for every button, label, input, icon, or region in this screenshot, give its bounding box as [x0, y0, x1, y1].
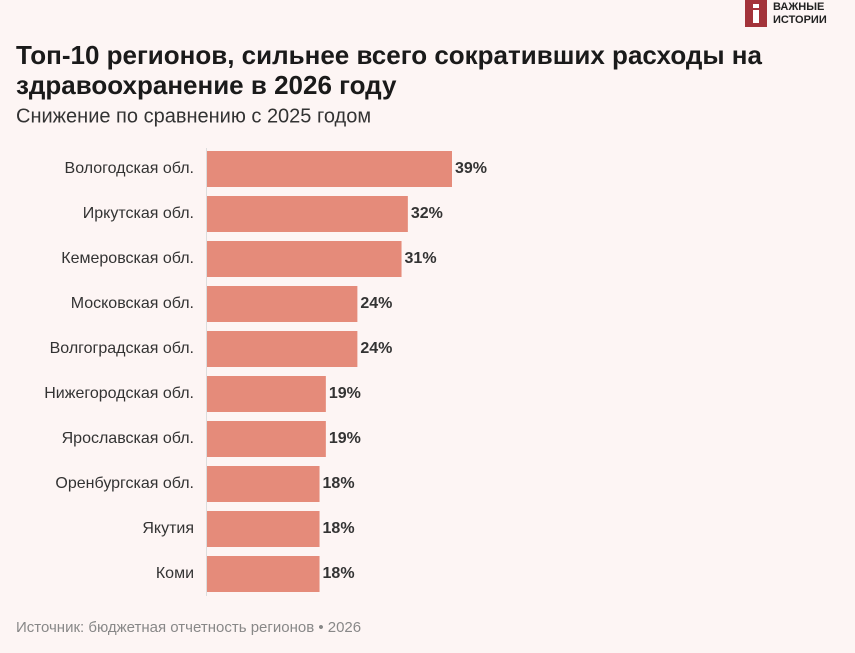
bar	[207, 196, 408, 232]
bar	[207, 466, 320, 502]
logo-dot	[753, 4, 759, 8]
value-label: 24%	[360, 295, 392, 312]
value-label: 18%	[323, 565, 355, 582]
category-label: Нижегородская обл.	[44, 385, 194, 402]
value-label: 39%	[455, 160, 487, 177]
value-label: 18%	[323, 520, 355, 537]
logo-text: ИСТОРИИ	[773, 14, 827, 26]
bar	[207, 421, 326, 457]
source: Источник: бюджетная отчетность регионов …	[16, 619, 361, 636]
value-label: 32%	[411, 205, 443, 222]
bar	[207, 511, 320, 547]
value-label: 31%	[405, 250, 437, 267]
value-label: 19%	[329, 385, 361, 402]
category-label: Коми	[156, 565, 194, 582]
logo-stem	[753, 10, 759, 23]
category-label: Волгоградская обл.	[50, 340, 194, 357]
category-label: Ярославская обл.	[62, 430, 194, 447]
bar	[207, 556, 320, 592]
category-label: Вологодская обл.	[65, 160, 194, 177]
value-label: 24%	[360, 340, 392, 357]
bar	[207, 151, 452, 187]
bar	[207, 331, 358, 367]
category-label: Якутия	[142, 520, 194, 537]
category-label: Иркутская обл.	[83, 205, 194, 222]
chart-subtitle: Снижение по сравнению с 2025 годом	[16, 105, 371, 127]
chart-title: Топ-10 регионов, сильнее всего сокративш…	[16, 40, 763, 100]
category-label: Оренбургская обл.	[55, 475, 194, 492]
value-label: 19%	[329, 430, 361, 447]
category-label: Кемеровская обл.	[61, 250, 194, 267]
bar	[207, 376, 326, 412]
category-label: Московская обл.	[71, 295, 194, 312]
value-label: 18%	[323, 475, 355, 492]
logo-text: ВАЖНЫЕ	[773, 1, 824, 13]
bar	[207, 241, 402, 277]
bar	[207, 286, 358, 322]
